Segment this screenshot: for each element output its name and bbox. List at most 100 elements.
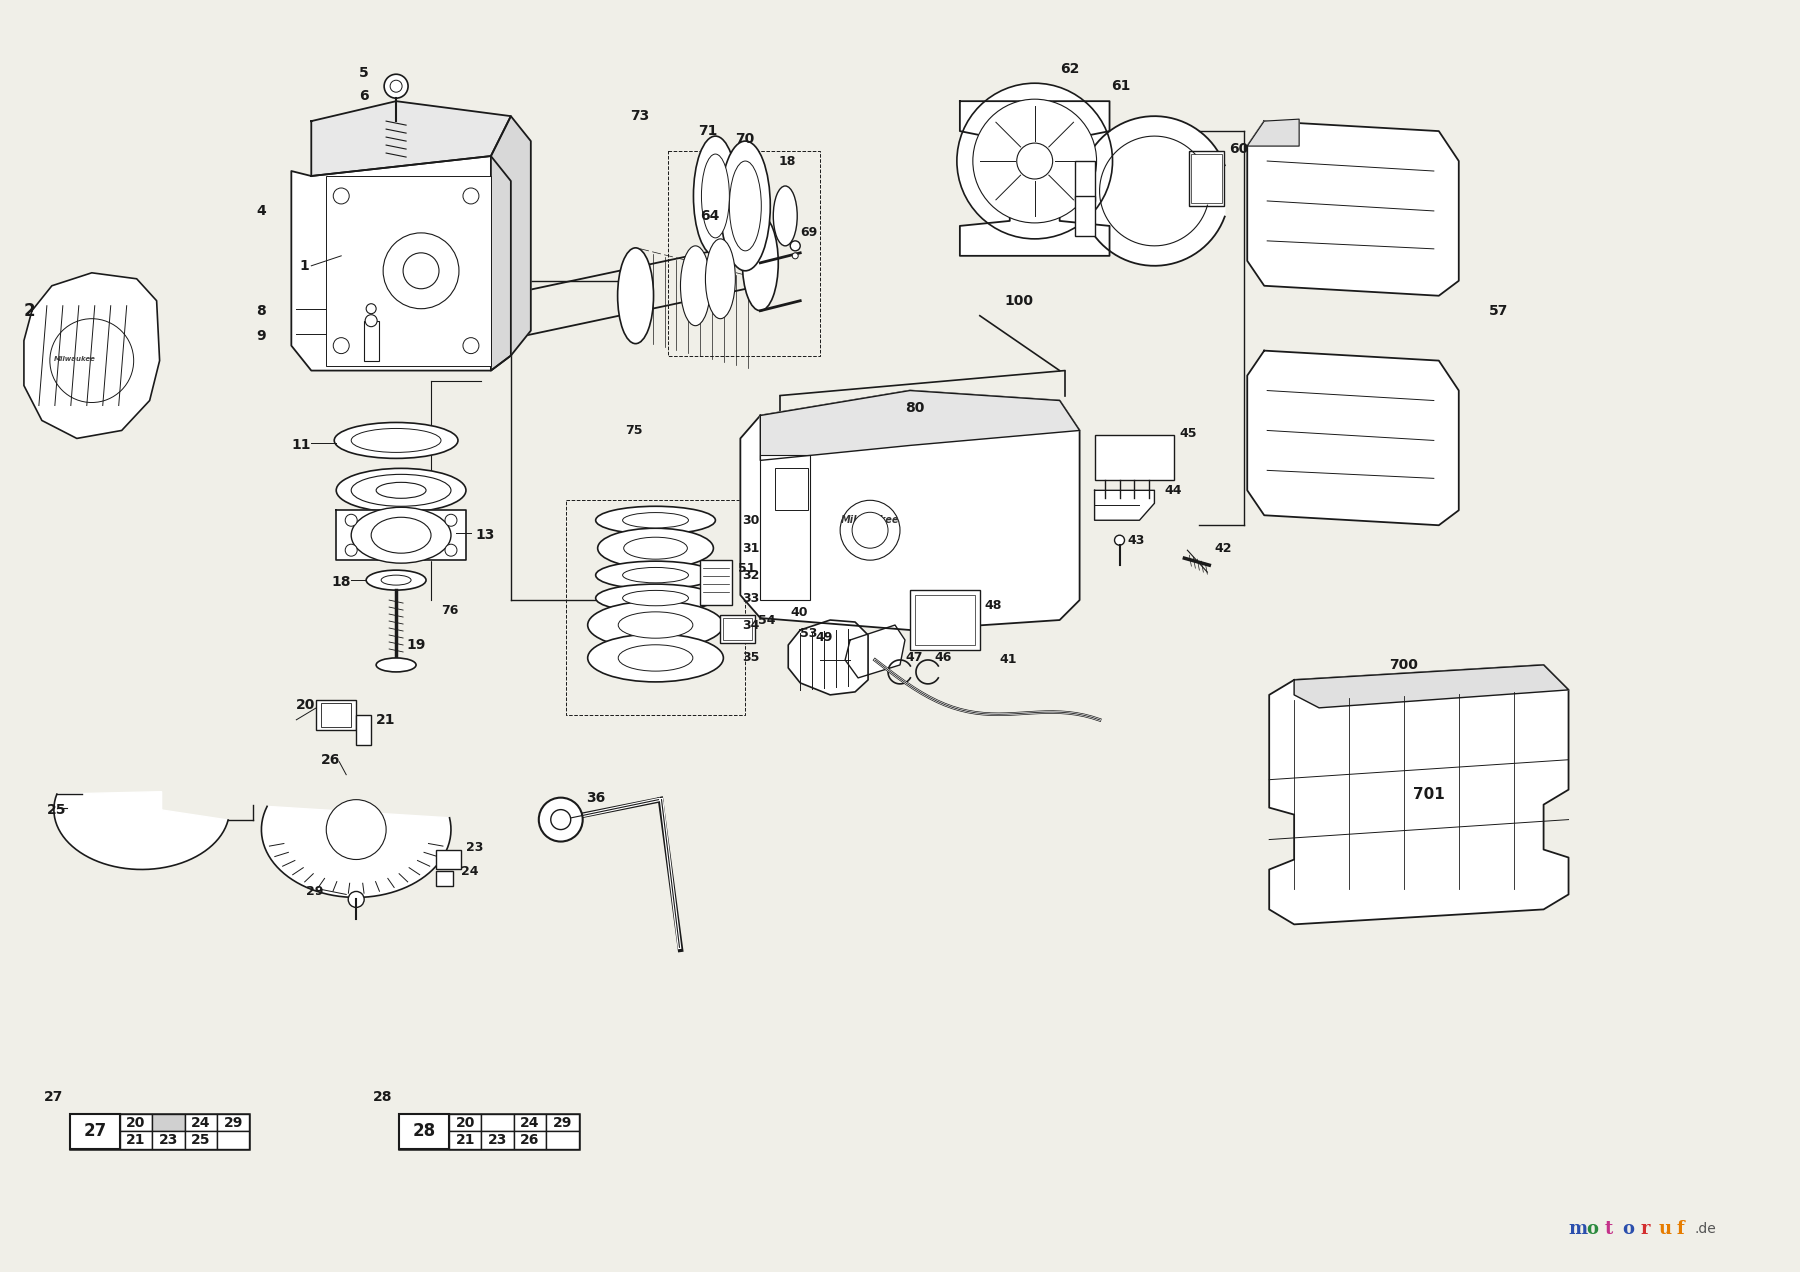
Text: t: t — [1604, 1220, 1613, 1238]
Bar — [760, 455, 810, 600]
Ellipse shape — [617, 645, 693, 672]
Polygon shape — [1247, 121, 1458, 296]
Ellipse shape — [623, 590, 688, 605]
Ellipse shape — [596, 506, 715, 534]
Text: 34: 34 — [742, 618, 760, 631]
Polygon shape — [846, 625, 905, 678]
Bar — [364, 321, 380, 360]
Circle shape — [972, 99, 1096, 223]
Text: 4: 4 — [256, 204, 266, 218]
Text: 23: 23 — [488, 1133, 508, 1147]
Ellipse shape — [720, 141, 770, 271]
Text: m: m — [1568, 1220, 1588, 1238]
Bar — [821, 640, 850, 681]
Ellipse shape — [706, 239, 736, 319]
Text: 49: 49 — [815, 631, 833, 645]
Bar — [448, 1114, 481, 1131]
Text: 25: 25 — [47, 803, 67, 817]
Text: 76: 76 — [441, 603, 459, 617]
Text: o: o — [1622, 1220, 1634, 1238]
Text: 27: 27 — [83, 1122, 106, 1141]
Text: 47: 47 — [905, 651, 922, 664]
Circle shape — [445, 514, 457, 527]
Ellipse shape — [335, 422, 457, 458]
Bar — [720, 616, 756, 642]
Circle shape — [333, 337, 349, 354]
Bar — [320, 703, 351, 726]
Ellipse shape — [623, 567, 688, 583]
Text: 41: 41 — [999, 654, 1017, 667]
Bar — [914, 595, 976, 645]
Circle shape — [463, 337, 479, 354]
Text: 60: 60 — [1229, 142, 1249, 156]
Bar — [700, 560, 733, 605]
Text: 27: 27 — [43, 1090, 63, 1104]
Bar — [70, 1114, 250, 1149]
Circle shape — [1114, 536, 1125, 546]
Polygon shape — [1247, 351, 1458, 525]
Circle shape — [391, 80, 401, 92]
Text: 40: 40 — [790, 605, 808, 618]
Text: 32: 32 — [742, 569, 760, 581]
Ellipse shape — [680, 245, 711, 326]
Circle shape — [792, 253, 797, 258]
Ellipse shape — [625, 537, 688, 560]
Text: 36: 36 — [585, 791, 605, 805]
Text: 21: 21 — [455, 1133, 475, 1147]
Text: 5: 5 — [360, 66, 369, 80]
Text: 100: 100 — [1004, 294, 1033, 308]
Text: 18: 18 — [778, 154, 796, 168]
Text: 69: 69 — [801, 226, 817, 239]
Polygon shape — [959, 102, 1109, 256]
Ellipse shape — [702, 154, 729, 238]
Ellipse shape — [337, 468, 466, 513]
Bar — [448, 1131, 481, 1149]
Circle shape — [538, 798, 583, 842]
Text: 53: 53 — [801, 627, 817, 640]
Circle shape — [36, 305, 146, 416]
Polygon shape — [1247, 120, 1300, 146]
Circle shape — [365, 216, 475, 326]
Polygon shape — [261, 806, 452, 898]
Ellipse shape — [376, 482, 427, 499]
Polygon shape — [1294, 665, 1568, 707]
Circle shape — [958, 83, 1112, 239]
Ellipse shape — [596, 561, 715, 589]
Bar — [1075, 196, 1094, 235]
Ellipse shape — [693, 136, 738, 256]
Text: 6: 6 — [360, 89, 369, 103]
Polygon shape — [292, 156, 511, 370]
Circle shape — [346, 514, 356, 527]
Bar — [153, 1131, 185, 1149]
Circle shape — [365, 304, 376, 314]
Polygon shape — [788, 619, 868, 695]
Bar — [436, 871, 454, 887]
Text: 80: 80 — [905, 402, 925, 416]
Polygon shape — [491, 116, 531, 370]
Circle shape — [383, 233, 459, 309]
Text: 26: 26 — [320, 753, 340, 767]
Text: f: f — [1676, 1220, 1685, 1238]
Text: 1: 1 — [299, 258, 310, 272]
Circle shape — [346, 544, 356, 556]
Text: 29: 29 — [306, 885, 324, 898]
Circle shape — [50, 319, 133, 402]
Polygon shape — [54, 791, 229, 870]
Bar — [121, 1114, 153, 1131]
Text: 700: 700 — [1390, 658, 1418, 672]
Bar — [1190, 151, 1224, 206]
Text: 19: 19 — [407, 639, 425, 653]
Bar — [481, 1114, 513, 1131]
Text: 46: 46 — [934, 651, 952, 664]
Circle shape — [365, 314, 378, 327]
Text: 73: 73 — [630, 109, 650, 123]
Text: 33: 33 — [742, 591, 760, 604]
Text: 20: 20 — [297, 698, 315, 712]
Text: 75: 75 — [626, 424, 643, 438]
Ellipse shape — [376, 658, 416, 672]
Text: 25: 25 — [191, 1133, 211, 1147]
Polygon shape — [337, 510, 466, 560]
Ellipse shape — [623, 513, 688, 528]
Text: 13: 13 — [475, 528, 495, 542]
Circle shape — [333, 188, 349, 204]
